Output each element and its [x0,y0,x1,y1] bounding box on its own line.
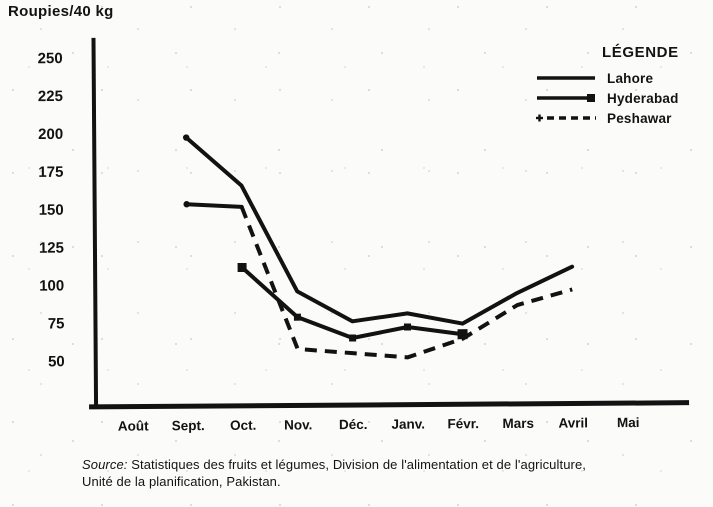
x-axis-label: Déc. [339,417,368,432]
source-note: Source: Statistiques des fruits et légum… [82,457,706,490]
legend-item-hyderabad: Hyderabad [536,88,712,108]
y-axis-tick-label: 75 [48,315,65,332]
data-point-marker [293,313,301,321]
legend-title: LÉGENDE [602,44,679,61]
x-axis-label: Oct. [230,418,256,433]
source-text-line1: Source: Statistiques des fruits et légum… [82,457,706,474]
x-axis-line [89,400,690,410]
data-point-marker [403,323,412,331]
x-axis-label: Avril [558,415,588,430]
y-axis-line [91,37,99,409]
series-start-dot [182,134,190,141]
x-axis-label: Sept. [172,418,205,433]
series-line-peshawar-lead [184,202,244,209]
lahore-solid-line-icon [537,76,595,80]
legend-item-lahore: Lahore [536,68,712,88]
x-axis-label: Févr. [447,416,479,431]
y-axis-tick-label: 200 [38,126,63,143]
legend-item-label: Hyderabad [607,90,679,106]
legend-item-label: Lahore [607,70,654,86]
data-point-marker [237,262,247,273]
source-text-line2: Unité de la planification, Pakistan. [82,473,281,489]
legend: LÉGENDE Lahore Hyderabad Peshawar [536,44,712,128]
series-line-lahore [184,135,575,326]
series-start-dot [183,201,190,208]
x-axis-label: Nov. [284,417,312,432]
x-axis-label: Janv. [391,417,425,432]
y-axis-tick-label: 225 [38,88,63,105]
source-label: Source: [82,457,128,472]
square-marker-glyph [587,94,595,102]
y-axis-tick-label: 50 [48,353,65,370]
series-line-hyderabad [240,265,465,341]
data-point-marker [349,334,357,342]
x-axis-label: Août [118,418,149,433]
y-axis-tick-label: 125 [39,240,64,257]
y-axis-tick-label: 150 [39,202,64,219]
y-axis-tick-label: 175 [38,164,63,181]
hyderabad-square-marker-line-icon [537,94,595,102]
x-axis-label: Mai [617,415,640,430]
series-line-peshawar [239,206,573,360]
y-axis-tick-label: 100 [39,277,64,294]
peshawar-dashed-line-icon [536,114,596,122]
y-axis-unit-label: Roupies/40 kg [8,3,114,20]
legend-item-peshawar: Peshawar [536,108,712,128]
legend-item-label: Peshawar [607,110,672,126]
y-axis-tick-label: 250 [38,50,63,67]
source-text: Statistiques des fruits et légumes, Divi… [131,457,586,472]
x-axis-label: Mars [502,416,534,431]
